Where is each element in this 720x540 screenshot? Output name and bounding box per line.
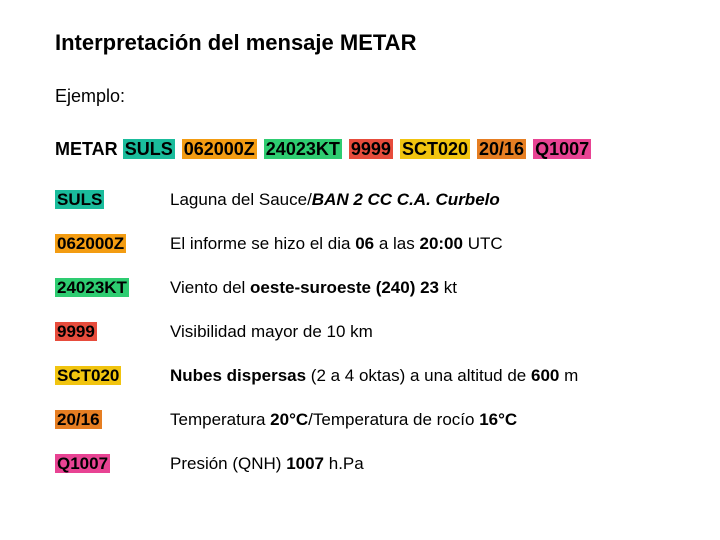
t-b: 06 bbox=[355, 234, 374, 253]
code-cloud: SCT020 bbox=[55, 366, 121, 385]
w-c: kt bbox=[439, 278, 457, 297]
chip-cloud: SCT020 bbox=[400, 139, 470, 159]
row-pressure: Q1007 Presión (QNH) 1007 h.Pa bbox=[55, 454, 665, 474]
chip-wind: 24023KT bbox=[264, 139, 342, 159]
chip-suls: SULS bbox=[123, 139, 175, 159]
desc-cloud: Nubes dispersas (2 a 4 oktas) a una alti… bbox=[170, 366, 578, 386]
chip-pressure: Q1007 bbox=[533, 139, 591, 159]
row-wind: 24023KT Viento del oeste-suroeste (240) … bbox=[55, 278, 665, 298]
chip-vis: 9999 bbox=[349, 139, 393, 159]
c-c: 600 bbox=[531, 366, 559, 385]
t-a: El informe se hizo el dia bbox=[170, 234, 355, 253]
desc-vis: Visibilidad mayor de 10 km bbox=[170, 322, 373, 342]
t-c: a las bbox=[374, 234, 419, 253]
desc-suls-bold: BAN 2 CC C.A. Curbelo bbox=[312, 190, 500, 209]
chip-temp: 20/16 bbox=[477, 139, 526, 159]
chip-time: 062000Z bbox=[182, 139, 257, 159]
te-b: 20°C bbox=[270, 410, 308, 429]
rows: SULS Laguna del Sauce/BAN 2 CC C.A. Curb… bbox=[55, 190, 665, 474]
code-vis: 9999 bbox=[55, 322, 97, 341]
te-d: 16°C bbox=[479, 410, 517, 429]
w-a: Viento del bbox=[170, 278, 250, 297]
row-temp: 20/16 Temperatura 20°C/Temperatura de ro… bbox=[55, 410, 665, 430]
desc-time: El informe se hizo el dia 06 a las 20:00… bbox=[170, 234, 503, 254]
t-d: 20:00 bbox=[419, 234, 462, 253]
w-b: oeste-suroeste (240) 23 bbox=[250, 278, 439, 297]
row-time: 062000Z El informe se hizo el dia 06 a l… bbox=[55, 234, 665, 254]
metar-line: METAR SULS 062000Z 24023KT 9999 SCT020 2… bbox=[55, 139, 665, 160]
t-e: UTC bbox=[463, 234, 503, 253]
c-b: (2 a 4 oktas) a una altitud de bbox=[306, 366, 531, 385]
code-wind: 24023KT bbox=[55, 278, 129, 297]
row-cloud: SCT020 Nubes dispersas (2 a 4 oktas) a u… bbox=[55, 366, 665, 386]
desc-wind: Viento del oeste-suroeste (240) 23 kt bbox=[170, 278, 457, 298]
c-d: m bbox=[559, 366, 578, 385]
c-a: Nubes dispersas bbox=[170, 366, 306, 385]
row-vis: 9999 Visibilidad mayor de 10 km bbox=[55, 322, 665, 342]
p-b: 1007 bbox=[286, 454, 324, 473]
code-time: 062000Z bbox=[55, 234, 126, 253]
desc-suls: Laguna del Sauce/BAN 2 CC C.A. Curbelo bbox=[170, 190, 500, 210]
row-suls: SULS Laguna del Sauce/BAN 2 CC C.A. Curb… bbox=[55, 190, 665, 210]
te-c: /Temperatura de rocío bbox=[308, 410, 479, 429]
code-suls: SULS bbox=[55, 190, 104, 209]
p-a: Presión (QNH) bbox=[170, 454, 286, 473]
metar-prefix: METAR bbox=[55, 139, 118, 159]
desc-temp: Temperatura 20°C/Temperatura de rocío 16… bbox=[170, 410, 517, 430]
desc-pressure: Presión (QNH) 1007 h.Pa bbox=[170, 454, 364, 474]
page-title: Interpretación del mensaje METAR bbox=[55, 30, 665, 56]
page-container: Interpretación del mensaje METAR Ejemplo… bbox=[0, 0, 720, 504]
code-pressure: Q1007 bbox=[55, 454, 110, 473]
te-a: Temperatura bbox=[170, 410, 270, 429]
example-label: Ejemplo: bbox=[55, 86, 665, 107]
desc-suls-plain: Laguna del Sauce/ bbox=[170, 190, 312, 209]
p-c: h.Pa bbox=[324, 454, 364, 473]
code-temp: 20/16 bbox=[55, 410, 102, 429]
